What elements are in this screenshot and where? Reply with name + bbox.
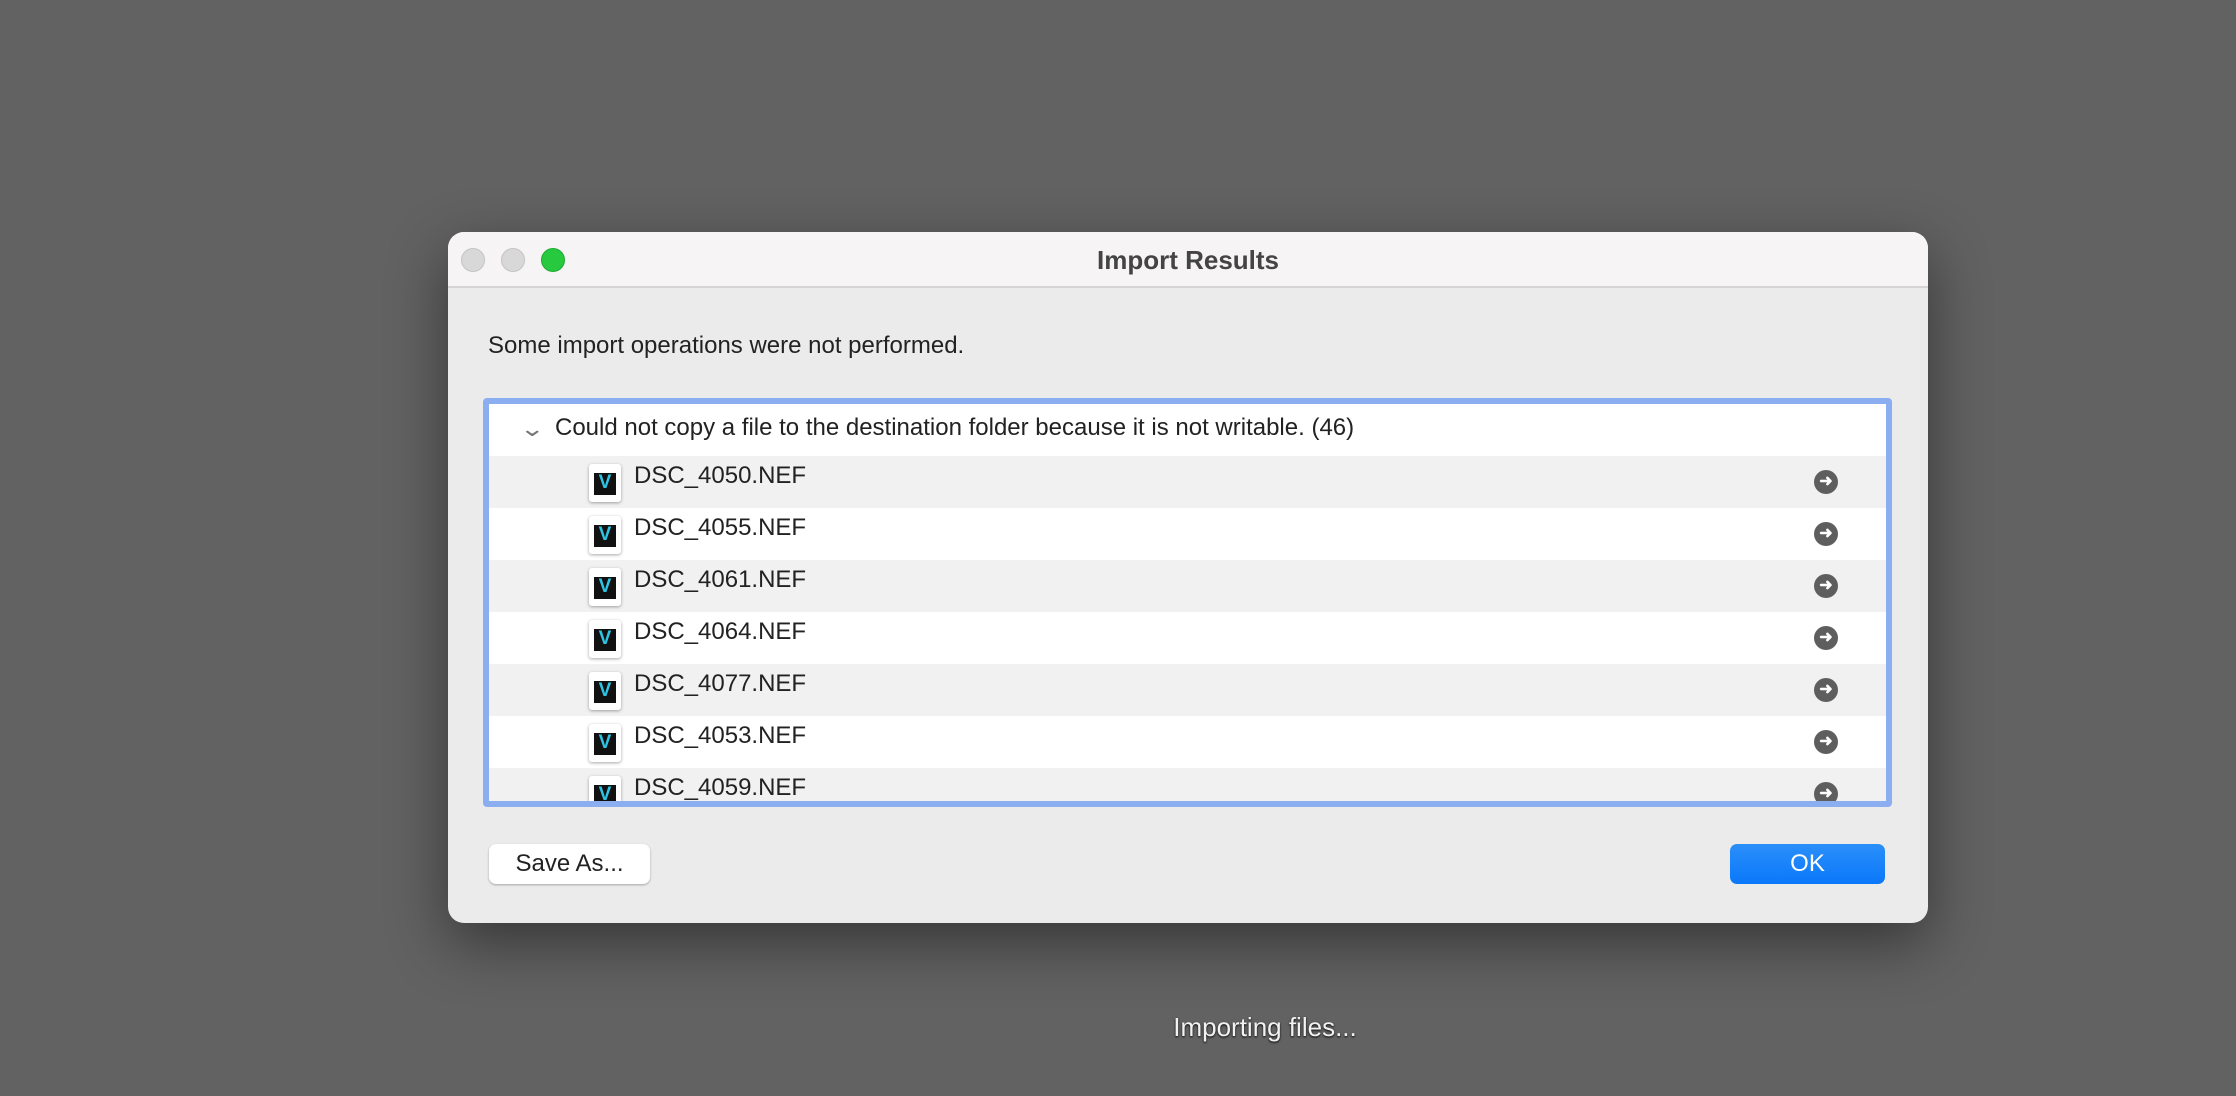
results-list[interactable]: ⌄ Could not copy a file to the destinati… xyxy=(483,398,1892,807)
error-group[interactable]: ⌄ Could not copy a file to the destinati… xyxy=(489,404,1886,456)
reveal-arrow-icon[interactable]: ➜ xyxy=(1814,678,1838,702)
reveal-arrow-icon[interactable]: ➜ xyxy=(1814,730,1838,754)
file-name: DSC_4061.NEF xyxy=(634,566,807,593)
reveal-arrow-icon[interactable]: ➜ xyxy=(1814,574,1838,598)
nef-file-icon: V xyxy=(589,620,621,658)
nef-file-icon: V xyxy=(589,464,621,502)
file-row[interactable]: V DSC_4064.NEF ➜ xyxy=(489,612,1886,664)
nef-file-icon: V xyxy=(589,672,621,710)
nef-file-icon: V xyxy=(589,568,621,606)
import-status-text: Importing files... xyxy=(1173,1012,1357,1042)
minimize-button[interactable] xyxy=(501,248,525,272)
file-row[interactable]: V DSC_4059.NEF ➜ xyxy=(489,768,1886,801)
file-name: DSC_4064.NEF xyxy=(634,618,807,645)
chevron-down-icon[interactable]: ⌄ xyxy=(519,416,546,441)
reveal-arrow-icon[interactable]: ➜ xyxy=(1814,782,1838,801)
file-name: DSC_4077.NEF xyxy=(634,670,807,697)
zoom-button[interactable] xyxy=(541,248,565,272)
title-bar: Import Results xyxy=(448,232,1928,288)
file-name: DSC_4059.NEF xyxy=(634,774,807,801)
reveal-arrow-icon[interactable]: ➜ xyxy=(1814,470,1838,494)
close-button[interactable] xyxy=(461,248,485,272)
file-name: DSC_4050.NEF xyxy=(634,462,807,489)
reveal-arrow-icon[interactable]: ➜ xyxy=(1814,522,1838,546)
file-row[interactable]: V DSC_4053.NEF ➜ xyxy=(489,716,1886,768)
file-name: DSC_4053.NEF xyxy=(634,722,807,749)
window-title: Import Results xyxy=(1096,245,1280,275)
reveal-arrow-icon[interactable]: ➜ xyxy=(1814,626,1838,650)
import-results-dialog: Import Results Some import operations we… xyxy=(448,232,1928,923)
nef-file-icon: V xyxy=(589,776,621,801)
file-row[interactable]: V DSC_4061.NEF ➜ xyxy=(489,560,1886,612)
file-name: DSC_4055.NEF xyxy=(634,514,807,541)
message-text: Some import operations were not performe… xyxy=(488,332,965,359)
ok-button[interactable]: OK xyxy=(1730,844,1885,884)
error-group-label: Could not copy a file to the destination… xyxy=(555,414,1355,441)
file-row[interactable]: V DSC_4055.NEF ➜ xyxy=(489,508,1886,560)
nef-file-icon: V xyxy=(589,516,621,554)
save-as-button[interactable]: Save As... xyxy=(489,844,650,884)
nef-file-icon: V xyxy=(589,724,621,762)
file-row[interactable]: V DSC_4050.NEF ➜ xyxy=(489,456,1886,508)
file-row[interactable]: V DSC_4077.NEF ➜ xyxy=(489,664,1886,716)
